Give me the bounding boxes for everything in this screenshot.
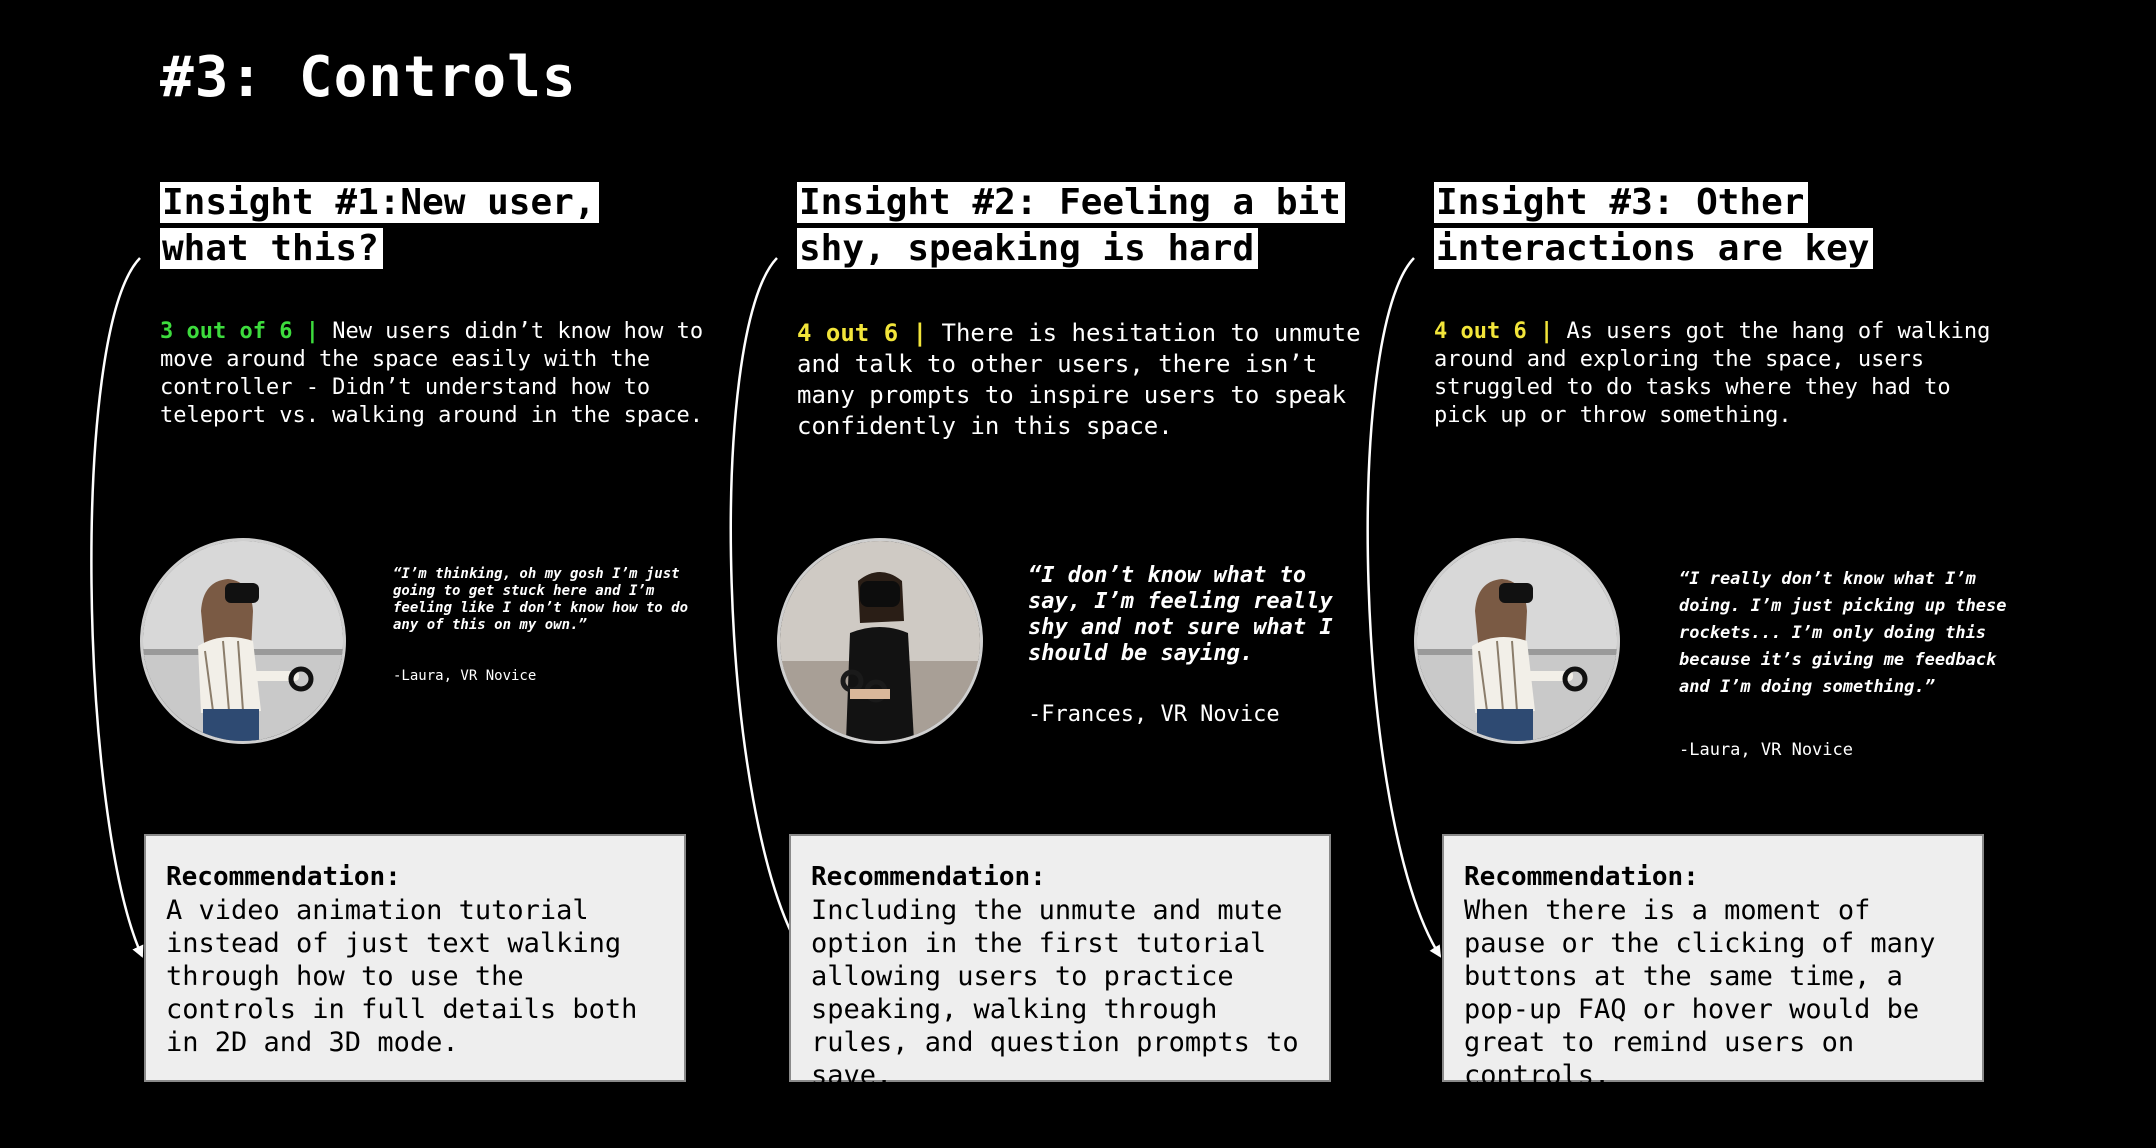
quote: “I don’t know what to say, I’m feeling r… xyxy=(1028,563,1333,666)
arrow-1 xyxy=(90,257,144,958)
vr-user-photo xyxy=(140,538,346,744)
insight-column-3: Insight #3: Other interactions are key 4… xyxy=(1414,0,2054,1148)
quote: “I’m thinking, oh my gosh I’m just going… xyxy=(393,566,689,633)
recommendation-box: Recommendation: When there is a moment o… xyxy=(1442,834,1984,1091)
recommendation-box: Recommendation: Including the unmute and… xyxy=(789,834,1331,1091)
vr-user-photo xyxy=(777,538,983,744)
recommendation-title: Recommendation: xyxy=(811,862,1046,892)
insight-text: There is hesitation to unmute and talk t… xyxy=(797,319,1361,440)
insight-column-1: Insight #1:New user, what this? 3 out of… xyxy=(140,0,780,1148)
recommendation-box: Recommendation: A video animation tutori… xyxy=(144,834,686,1082)
recommendation-title: Recommendation: xyxy=(1464,862,1699,892)
recommendation-text: When there is a moment of pause or the c… xyxy=(1464,895,1936,1091)
stat-label: 4 out 6 | xyxy=(797,319,928,347)
insight-text: New users didn’t know how to move around… xyxy=(160,319,704,428)
quote: “I really don’t know what I’m doing. I’m… xyxy=(1679,569,2007,697)
quote-attribution: -Laura, VR Novice xyxy=(1679,740,1853,760)
insight-body: 4 out 6 | As users got the hang of walki… xyxy=(1434,318,1994,430)
insight-body: 3 out of 6 | New users didn’t know how t… xyxy=(160,318,730,430)
insight-heading: Insight #3: Other interactions are key xyxy=(1434,180,1874,272)
arrow-2 xyxy=(729,257,806,958)
vr-user-photo xyxy=(1414,538,1620,744)
recommendation-title: Recommendation: xyxy=(166,862,401,892)
stat-label: 3 out of 6 | xyxy=(160,319,319,344)
insight-body: 4 out 6 | There is hesitation to unmute … xyxy=(797,318,1367,442)
insight-heading: Insight #2: Feeling a bit shy, speaking … xyxy=(797,180,1377,272)
recommendation-text: A video animation tutorial instead of ju… xyxy=(166,895,638,1058)
arrow-3 xyxy=(1366,257,1442,958)
insight-column-2: Insight #2: Feeling a bit shy, speaking … xyxy=(777,0,1417,1148)
insight-heading: Insight #1:New user, what this? xyxy=(160,180,600,272)
quote-attribution: -Laura, VR Novice xyxy=(393,668,537,684)
quote-attribution: -Frances, VR Novice xyxy=(1028,702,1280,727)
page-title: #3: Controls xyxy=(160,45,577,110)
stat-label: 4 out 6 | xyxy=(1434,319,1554,344)
insight-text: As users got the hang of walking around … xyxy=(1434,319,1991,428)
recommendation-text: Including the unmute and mute option in … xyxy=(811,895,1299,1091)
